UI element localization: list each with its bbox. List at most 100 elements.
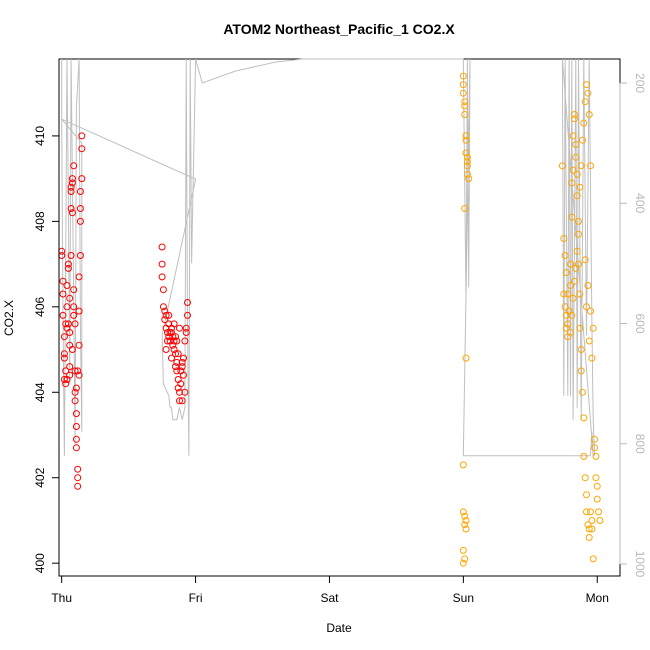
data-point-s0-48 (76, 252, 84, 259)
data-point-s1-39 (569, 132, 577, 140)
data-point-s1-10 (463, 162, 471, 170)
data-point-s0-97 (184, 311, 191, 319)
plot-frame (58, 58, 621, 577)
data-point-s0-92 (178, 363, 186, 371)
data-point-s0-99 (181, 388, 189, 396)
data-point-s1-73 (587, 162, 594, 170)
data-point-s0-31 (70, 311, 78, 319)
data-point-s0-49 (76, 217, 84, 225)
data-point-s1-67 (592, 452, 600, 460)
data-point-s0-69 (164, 329, 171, 336)
data-point-s0-25 (68, 209, 76, 217)
data-point-s1-2 (459, 89, 467, 97)
data-point-s1-37 (568, 179, 576, 187)
data-point-s1-93 (583, 303, 590, 311)
data-point-s1-32 (564, 320, 572, 328)
data-point-s1-14 (462, 354, 470, 362)
data-point-s0-1 (58, 252, 66, 259)
data-point-s1-52 (579, 388, 586, 396)
data-point-s0-45 (75, 341, 83, 349)
data-point-s1-82 (575, 217, 582, 225)
data-point-s1-64 (589, 555, 597, 563)
data-point-s1-23 (462, 517, 470, 524)
data-point-s0-3 (59, 290, 67, 298)
data-point-s0-42 (74, 465, 82, 473)
data-point-s1-4 (461, 102, 469, 110)
data-point-s0-6 (60, 354, 68, 362)
data-point-s1-70 (593, 495, 601, 503)
data-point-s0-47 (75, 273, 83, 281)
y-tick-label: 406 (33, 296, 47, 316)
data-point-s1-46 (575, 230, 582, 238)
data-point-s1-24 (463, 158, 471, 165)
data-point-s1-18 (461, 521, 469, 529)
data-point-s1-98 (587, 307, 594, 315)
data-point-s1-11 (463, 170, 471, 178)
data-point-s1-3 (461, 98, 469, 106)
data-point-s0-80 (170, 346, 178, 353)
data-point-s1-85 (571, 277, 578, 285)
data-point-s0-41 (74, 482, 82, 490)
data-point-s1-88 (567, 329, 574, 336)
data-point-s0-37 (72, 423, 80, 430)
data-point-s0-105 (168, 354, 175, 362)
data-point-s1-26 (560, 235, 568, 242)
data-point-s1-9 (463, 153, 471, 161)
data-point-s1-65 (591, 444, 599, 452)
data-point-s1-8 (462, 149, 470, 157)
data-point-s1-15 (459, 461, 467, 469)
data-point-s1-72 (596, 517, 604, 524)
data-point-s1-89 (565, 307, 573, 315)
y2-axis: 200 400 600 800 1000 (619, 73, 647, 578)
x-tick-label: Sun (453, 591, 474, 605)
data-point-s1-6 (462, 132, 470, 140)
data-point-s0-77 (169, 333, 177, 341)
data-point-s1-51 (577, 367, 585, 375)
data-point-s0-35 (71, 397, 79, 405)
data-point-s1-58 (584, 521, 592, 529)
data-point-s1-35 (567, 260, 574, 268)
y2-tick-label: 800 (633, 434, 647, 454)
data-point-s0-39 (72, 444, 80, 452)
y2-tick-label: 600 (633, 313, 647, 333)
data-point-s0-36 (72, 410, 80, 418)
data-point-s0-79 (170, 337, 178, 345)
data-point-s1-38 (569, 166, 577, 174)
data-point-s0-78 (169, 341, 177, 349)
data-point-s1-5 (461, 111, 469, 118)
data-point-s1-90 (564, 290, 572, 298)
data-point-s1-27 (560, 290, 568, 298)
data-point-s1-81 (576, 183, 584, 191)
data-point-s0-96 (182, 324, 190, 332)
data-point-s1-36 (568, 213, 576, 221)
y-tick-label: 400 (33, 553, 47, 573)
data-point-s1-54 (580, 452, 588, 460)
y2-tick-label: 1000 (633, 551, 647, 578)
secondary-depth-line-group (61, 58, 596, 457)
data-point-s0-24 (67, 205, 75, 212)
x-axis-label: Date (326, 621, 352, 635)
data-point-s1-55 (581, 474, 589, 482)
y-axis-label: CO2.X (2, 300, 16, 336)
data-point-s0-46 (75, 307, 83, 315)
data-point-s0-82 (172, 333, 179, 341)
data-point-s1-91 (562, 269, 570, 277)
data-point-s1-43 (572, 153, 580, 161)
data-point-s0-10 (62, 320, 70, 328)
data-point-s0-87 (176, 388, 183, 396)
data-point-s1-0 (459, 72, 467, 80)
data-point-s0-16 (64, 320, 72, 328)
data-point-s0-50 (76, 205, 84, 212)
data-point-s0-17 (66, 329, 74, 336)
data-point-s1-92 (561, 252, 569, 259)
data-point-s1-97 (584, 282, 592, 289)
data-point-s0-88 (176, 397, 183, 405)
x-tick-label: Fri (189, 591, 203, 605)
data-point-s1-16 (459, 508, 467, 516)
data-point-s0-29 (70, 286, 78, 294)
data-point-s1-22 (461, 555, 469, 563)
data-point-s1-69 (593, 482, 601, 490)
data-point-s0-107 (182, 329, 190, 336)
data-point-s1-12 (465, 175, 473, 183)
